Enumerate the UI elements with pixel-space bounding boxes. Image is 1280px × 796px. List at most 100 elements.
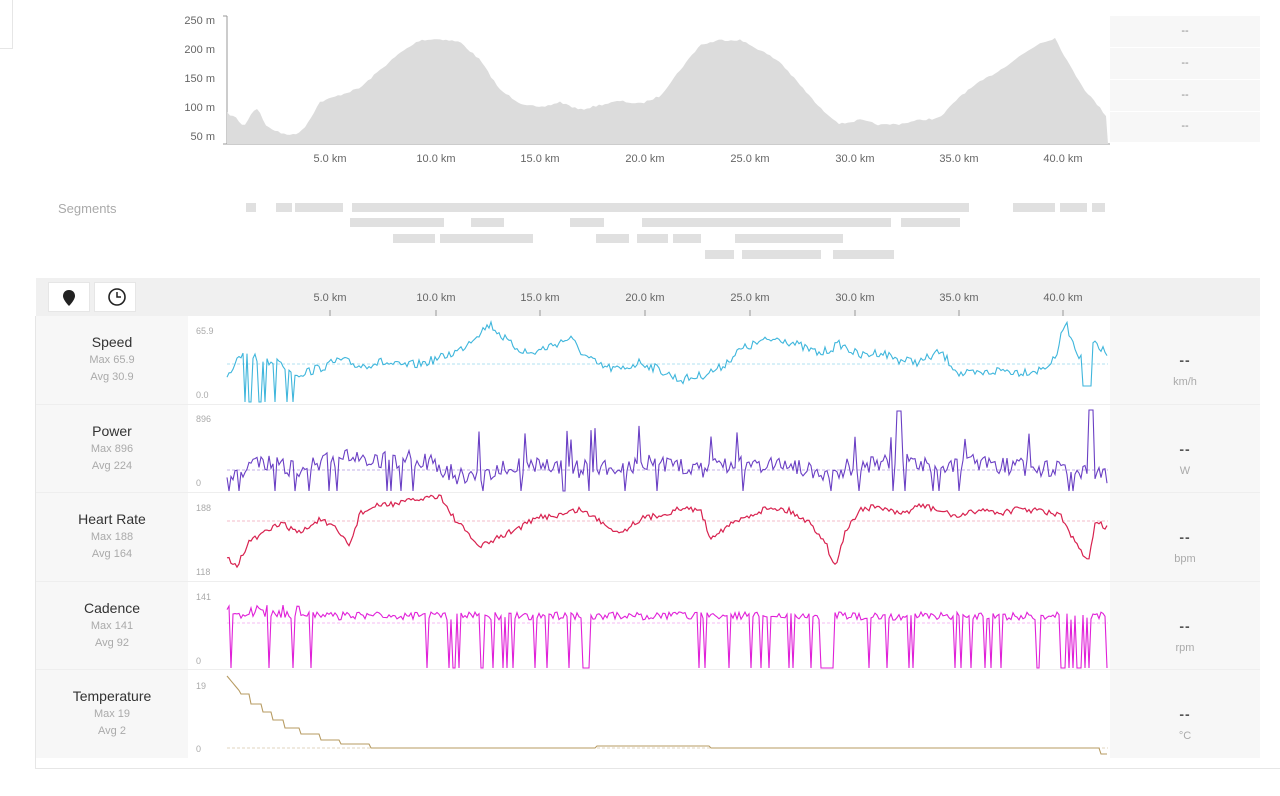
cadence-line	[226, 604, 1108, 669]
metric-name: Temperature	[72, 688, 152, 704]
axis-x-label: 25.0 km	[730, 292, 770, 304]
metric-value: --	[1179, 618, 1191, 634]
elev-stat-value: --	[1110, 111, 1260, 143]
axis-x-label: 30.0 km	[835, 292, 875, 304]
metric-value: --	[1179, 441, 1191, 457]
segment-bar[interactable]	[471, 218, 504, 227]
y-min-label: 0	[196, 478, 202, 488]
speed-line	[226, 320, 1108, 403]
elev-y-label: 250 m	[184, 15, 215, 27]
metric-unit: W	[1179, 465, 1191, 477]
axis-x-label: 20.0 km	[625, 292, 665, 304]
segment-bar[interactable]	[276, 203, 292, 212]
metric-avg: Avg 2	[98, 725, 126, 737]
heart-rate-line	[226, 494, 1108, 569]
clock-icon	[108, 288, 126, 306]
speed-readout: -- km/h	[1110, 316, 1260, 404]
segment-bar[interactable]	[440, 234, 533, 243]
bottom-border	[36, 768, 1280, 769]
elev-y-label: 100 m	[184, 102, 215, 114]
power-line	[226, 409, 1108, 492]
axis-x-label: 35.0 km	[939, 292, 979, 304]
metric-avg: Avg 224	[91, 460, 133, 472]
metric-unit: rpm	[1175, 642, 1195, 654]
axis-ticks	[329, 310, 1064, 316]
row-divider	[36, 404, 1260, 405]
temperature-chart[interactable]	[0, 670, 1280, 758]
segment-bar[interactable]	[350, 218, 444, 227]
elev-x-label: 35.0 km	[939, 153, 979, 165]
metric-value: --	[1179, 529, 1191, 545]
segment-bar[interactable]	[1013, 203, 1055, 212]
metric-max: Max 141	[90, 620, 134, 632]
metric-max: Max 19	[93, 708, 131, 720]
y-max-label: 65.9	[196, 326, 214, 336]
time-view-button[interactable]	[94, 282, 136, 312]
segment-bar[interactable]	[742, 250, 821, 259]
row-divider	[36, 581, 1260, 582]
temperature-line	[226, 675, 1107, 755]
heart-rate-legend: Heart Rate Max 188 Avg 164	[36, 493, 188, 581]
map-view-button[interactable]	[48, 282, 90, 312]
segment-bar[interactable]	[570, 218, 604, 227]
metric-value: --	[1179, 706, 1191, 722]
elev-x-label: 10.0 km	[416, 153, 456, 165]
segment-bar[interactable]	[735, 234, 843, 243]
y-min-label: 0.0	[196, 390, 209, 400]
cadence-legend: Cadence Max 141 Avg 92	[36, 582, 188, 669]
y-max-label: 188	[196, 503, 212, 513]
segment-bar[interactable]	[393, 234, 435, 243]
heart-rate-readout: -- bpm	[1110, 493, 1260, 581]
elev-stat-value: --	[1110, 48, 1260, 80]
speed-legend: Speed Max 65.9 Avg 30.9	[36, 316, 188, 404]
elev-x-label: 40.0 km	[1043, 153, 1083, 165]
segment-bar[interactable]	[352, 203, 969, 212]
elev-x-label: 20.0 km	[625, 153, 665, 165]
metric-max: Max 896	[90, 443, 134, 455]
metric-avg: Avg 92	[94, 637, 130, 649]
metric-name: Power	[92, 423, 132, 439]
power-readout: -- W	[1110, 405, 1260, 492]
power-chart[interactable]	[0, 405, 1280, 492]
speed-chart[interactable]	[0, 316, 1280, 404]
elev-stat-value: --	[1110, 16, 1260, 48]
segment-bar[interactable]	[1060, 203, 1087, 212]
metric-max: Max 188	[90, 531, 134, 543]
elevation-area	[227, 37, 1108, 144]
chart-left-border	[35, 316, 36, 769]
y-min-label: 0	[196, 656, 202, 666]
elev-x-label: 15.0 km	[520, 153, 560, 165]
heart-rate-chart[interactable]	[0, 493, 1280, 581]
elev-x-label: 25.0 km	[730, 153, 770, 165]
segment-bar[interactable]	[901, 218, 960, 227]
metric-name: Cadence	[83, 600, 141, 616]
metric-unit: °C	[1178, 730, 1192, 742]
metric-unit: km/h	[1173, 376, 1197, 388]
segment-bar[interactable]	[833, 250, 894, 259]
segment-bar[interactable]	[596, 234, 629, 243]
row-divider	[36, 669, 1260, 670]
y-max-label: 141	[196, 592, 212, 602]
segment-bar[interactable]	[705, 250, 734, 259]
row-divider	[36, 492, 1260, 493]
elev-y-label: 150 m	[184, 73, 215, 85]
metric-name: Heart Rate	[78, 511, 146, 527]
elev-y-label: 50 m	[190, 131, 215, 143]
cadence-chart[interactable]	[0, 582, 1280, 669]
elev-y-label: 200 m	[184, 44, 215, 56]
axis-x-label: 40.0 km	[1043, 292, 1083, 304]
segments-label: Segments	[58, 201, 117, 216]
y-min-label: 0	[196, 744, 202, 754]
segment-bar[interactable]	[673, 234, 701, 243]
metric-unit: bpm	[1174, 553, 1196, 565]
metric-avg: Avg 30.9	[90, 371, 134, 383]
segment-bar[interactable]	[642, 218, 891, 227]
elev-x-label: 30.0 km	[835, 153, 875, 165]
segment-bar[interactable]	[1092, 203, 1105, 212]
segment-bar[interactable]	[295, 203, 343, 212]
left-panel-edge	[0, 0, 13, 49]
y-min-label: 118	[196, 567, 211, 577]
segment-bar[interactable]	[637, 234, 668, 243]
metric-avg: Avg 164	[91, 548, 133, 560]
segment-bar[interactable]	[246, 203, 256, 212]
